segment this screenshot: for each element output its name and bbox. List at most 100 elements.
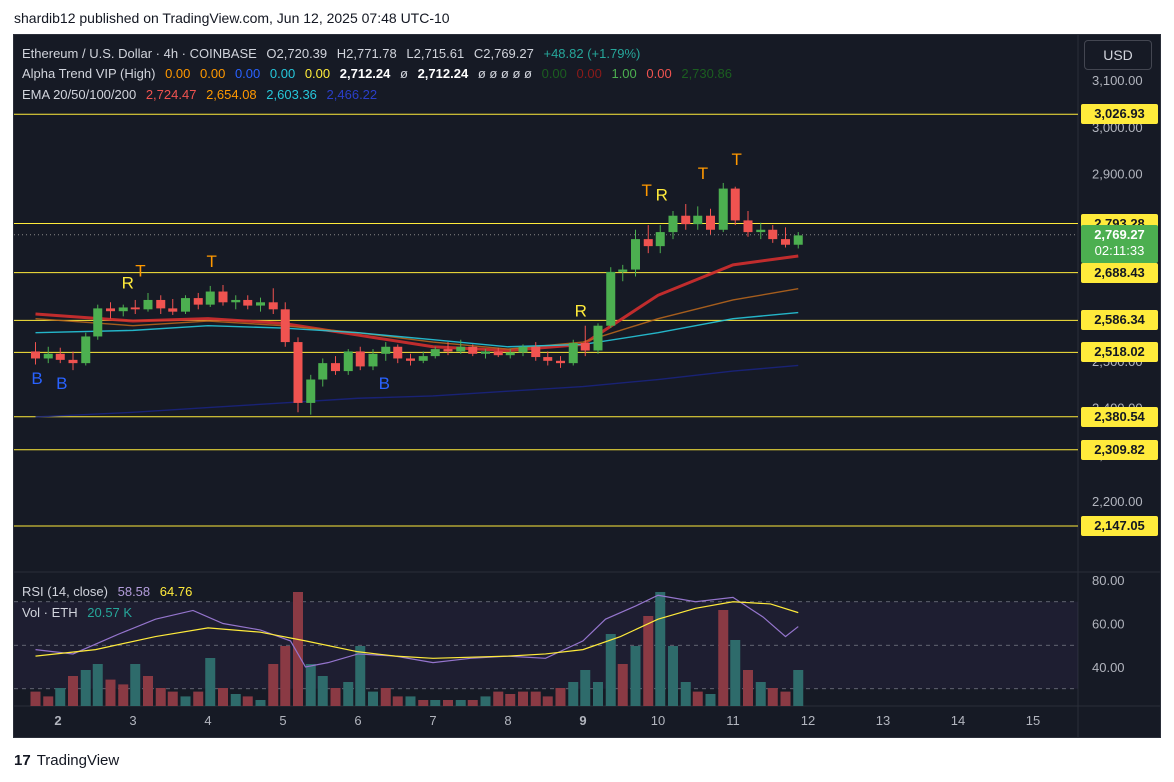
volume-bar (55, 688, 66, 706)
volume-bar (443, 700, 453, 706)
candle-body (418, 356, 428, 361)
volume-bar (593, 682, 603, 706)
volume-bar (418, 700, 429, 706)
candle-body (505, 352, 515, 356)
volume-bar (630, 646, 641, 706)
volume-bar (355, 646, 366, 706)
signal-label: T (207, 252, 217, 271)
candle-body (130, 307, 140, 310)
ema20-value: 2,724.47 (145, 87, 197, 102)
volume-bar (317, 676, 328, 706)
candle-body (181, 298, 190, 312)
time-tick-label: 7 (429, 713, 436, 728)
candle-body (55, 353, 65, 360)
signal-label: T (698, 164, 708, 183)
candle-body (730, 188, 740, 221)
volume-bar (30, 691, 41, 706)
volume-bar (430, 700, 441, 706)
volume-bar (205, 658, 216, 706)
volume-bar (180, 696, 191, 706)
level-price-tag: 3,026.93 (1081, 104, 1158, 125)
volume-bar (605, 634, 616, 706)
candle-body (306, 379, 316, 403)
ema-name: EMA 20/50/100/200 (22, 87, 137, 102)
volume-bar (255, 700, 266, 706)
vol-name: Vol · ETH (22, 605, 78, 620)
volume-bar (392, 696, 403, 706)
volume-bar (92, 664, 103, 706)
symbol-label: Ethereum / U.S. Dollar · 4h · COINBASE (22, 46, 257, 61)
level-price-tag: 2,309.82 (1081, 439, 1158, 460)
candle-body (205, 291, 215, 305)
time-tick-label: 2 (54, 713, 61, 728)
candle-body (93, 308, 103, 337)
signal-label: R (122, 273, 134, 292)
signal-label: T (135, 262, 145, 281)
ema-line (35, 254, 799, 353)
alpha-val-13: 2,730.86 (681, 66, 732, 81)
candle-body (593, 325, 603, 351)
level-price-tag: 2,586.34 (1081, 310, 1158, 331)
candle-body (331, 363, 340, 372)
candle-body (156, 299, 166, 309)
candle-body (681, 215, 691, 225)
volume-bar (405, 696, 416, 706)
time-tick-label: 12 (801, 713, 815, 728)
volume-bar (230, 694, 241, 706)
time-tick-label: 9 (579, 713, 586, 728)
signal-label: T (642, 181, 652, 200)
price-tick-label: 2,900.00 (1092, 167, 1143, 182)
ema100-value: 2,603.36 (266, 87, 317, 102)
time-tick-label: 15 (1026, 713, 1040, 728)
alpha-val-11: 1.00 (611, 66, 637, 81)
volume-bar (493, 691, 504, 706)
volume-bar (467, 700, 478, 706)
time-tick-label: 6 (354, 713, 361, 728)
candle-body (643, 239, 653, 247)
publish-caption: shardib12 published on TradingView.com, … (14, 10, 450, 26)
candle-body (493, 351, 503, 356)
volume-bar (242, 696, 253, 706)
rsi-ma-value: 64.76 (159, 584, 193, 599)
candle-body (293, 342, 303, 403)
candle-body (706, 215, 715, 230)
volume-bar (680, 682, 691, 706)
volume-bar (530, 691, 541, 706)
footer-logo[interactable]: 17 TradingView (14, 752, 119, 769)
volume-bar (330, 688, 341, 706)
candle-body (531, 346, 541, 358)
ohlc-low: L2,715.61 (406, 46, 465, 61)
time-tick-label: 13 (876, 713, 890, 728)
time-tick-label: 10 (651, 713, 665, 728)
volume-bar (218, 688, 228, 706)
alpha-val-3: 0.00 (269, 66, 296, 81)
candle-body (31, 351, 40, 359)
volume-bar (343, 682, 354, 706)
signal-label: T (732, 150, 742, 169)
volume-bar (280, 646, 291, 706)
candle-body (81, 336, 91, 364)
volume-bar (68, 676, 78, 706)
candle-body (231, 299, 241, 303)
volume-bar (793, 670, 804, 706)
volume-bar (105, 679, 116, 706)
ohlc-open: O2,720.39 (266, 46, 328, 61)
candle-body (768, 229, 778, 240)
candle-body (568, 343, 578, 364)
rsi-tick-label: 80.00 (1092, 573, 1125, 588)
tradingview-logo-icon: 17 (14, 752, 31, 769)
volume-bar (655, 592, 666, 706)
candle-body (393, 346, 403, 359)
volume-bar (718, 610, 729, 706)
candle-body (468, 346, 478, 354)
alpha-val-9: 0.00 (541, 66, 567, 81)
volume-bar (43, 696, 54, 706)
level-price-tag: 2,688.43 (1081, 262, 1158, 283)
alpha-val-12: 0.00 (646, 66, 672, 81)
volume-bar (155, 688, 166, 706)
currency-button[interactable]: USD (1084, 40, 1152, 70)
volume-bar (480, 696, 491, 706)
legend-vol-row: Vol · ETH 20.57 K (22, 605, 138, 620)
candle-body (430, 349, 440, 357)
